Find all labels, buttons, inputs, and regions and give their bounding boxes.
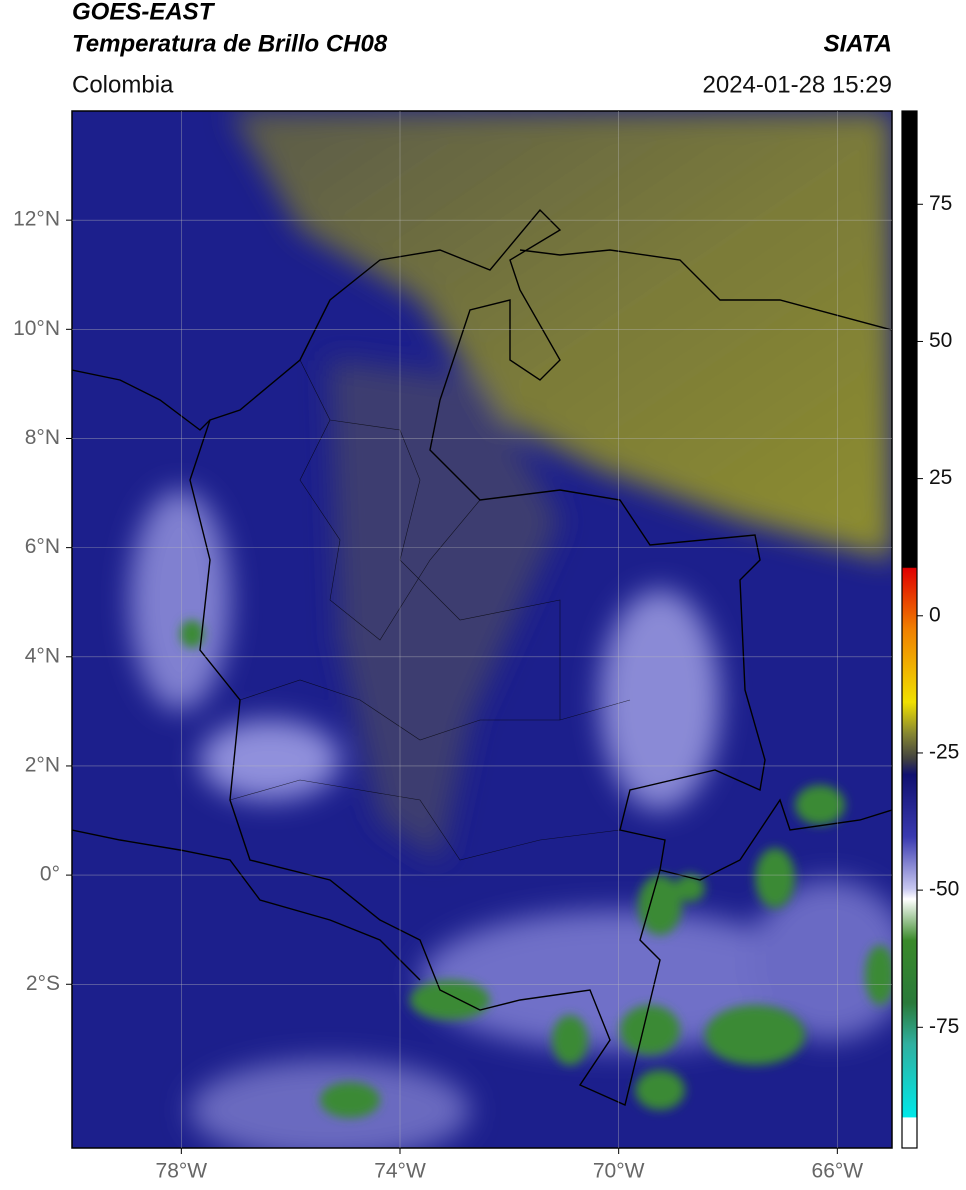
y-tick-label: 10°N	[13, 317, 60, 340]
y-tick-label: 0°	[40, 863, 60, 886]
colorbar-tick-label: 0	[929, 603, 941, 626]
region: Colombia	[72, 71, 174, 98]
x-tick-label: 78°W	[156, 1160, 208, 1183]
title: GOES-EAST	[72, 0, 216, 25]
colorbar-tick-label: 50	[929, 329, 952, 352]
colorbar-tick-label: -75	[929, 1015, 959, 1038]
y-tick-label: 4°N	[25, 644, 60, 667]
y-tick-label: 2°N	[25, 753, 60, 776]
x-tick-label: 66°W	[812, 1160, 864, 1183]
satellite-image	[72, 111, 892, 1148]
datetime: 2024-01-28 15:29	[703, 71, 893, 98]
source: SIATA	[824, 30, 892, 57]
x-tick-label: 70°W	[593, 1160, 645, 1183]
colorbar-tick-label: 25	[929, 466, 952, 489]
subtitle: Temperatura de Brillo CH08	[72, 30, 388, 57]
colorbar-tick-label: -50	[929, 878, 959, 901]
y-tick-label: 6°N	[25, 535, 60, 558]
y-tick-label: 12°N	[13, 208, 60, 231]
map-frame	[71, 110, 893, 1149]
colorbar	[901, 110, 918, 1149]
x-tick-label: 74°W	[374, 1160, 426, 1183]
colorbar-tick-label: 75	[929, 192, 952, 215]
y-tick-label: 2°S	[26, 972, 60, 995]
colorbar-tick-label: -25	[929, 740, 959, 763]
y-tick-label: 8°N	[25, 426, 60, 449]
